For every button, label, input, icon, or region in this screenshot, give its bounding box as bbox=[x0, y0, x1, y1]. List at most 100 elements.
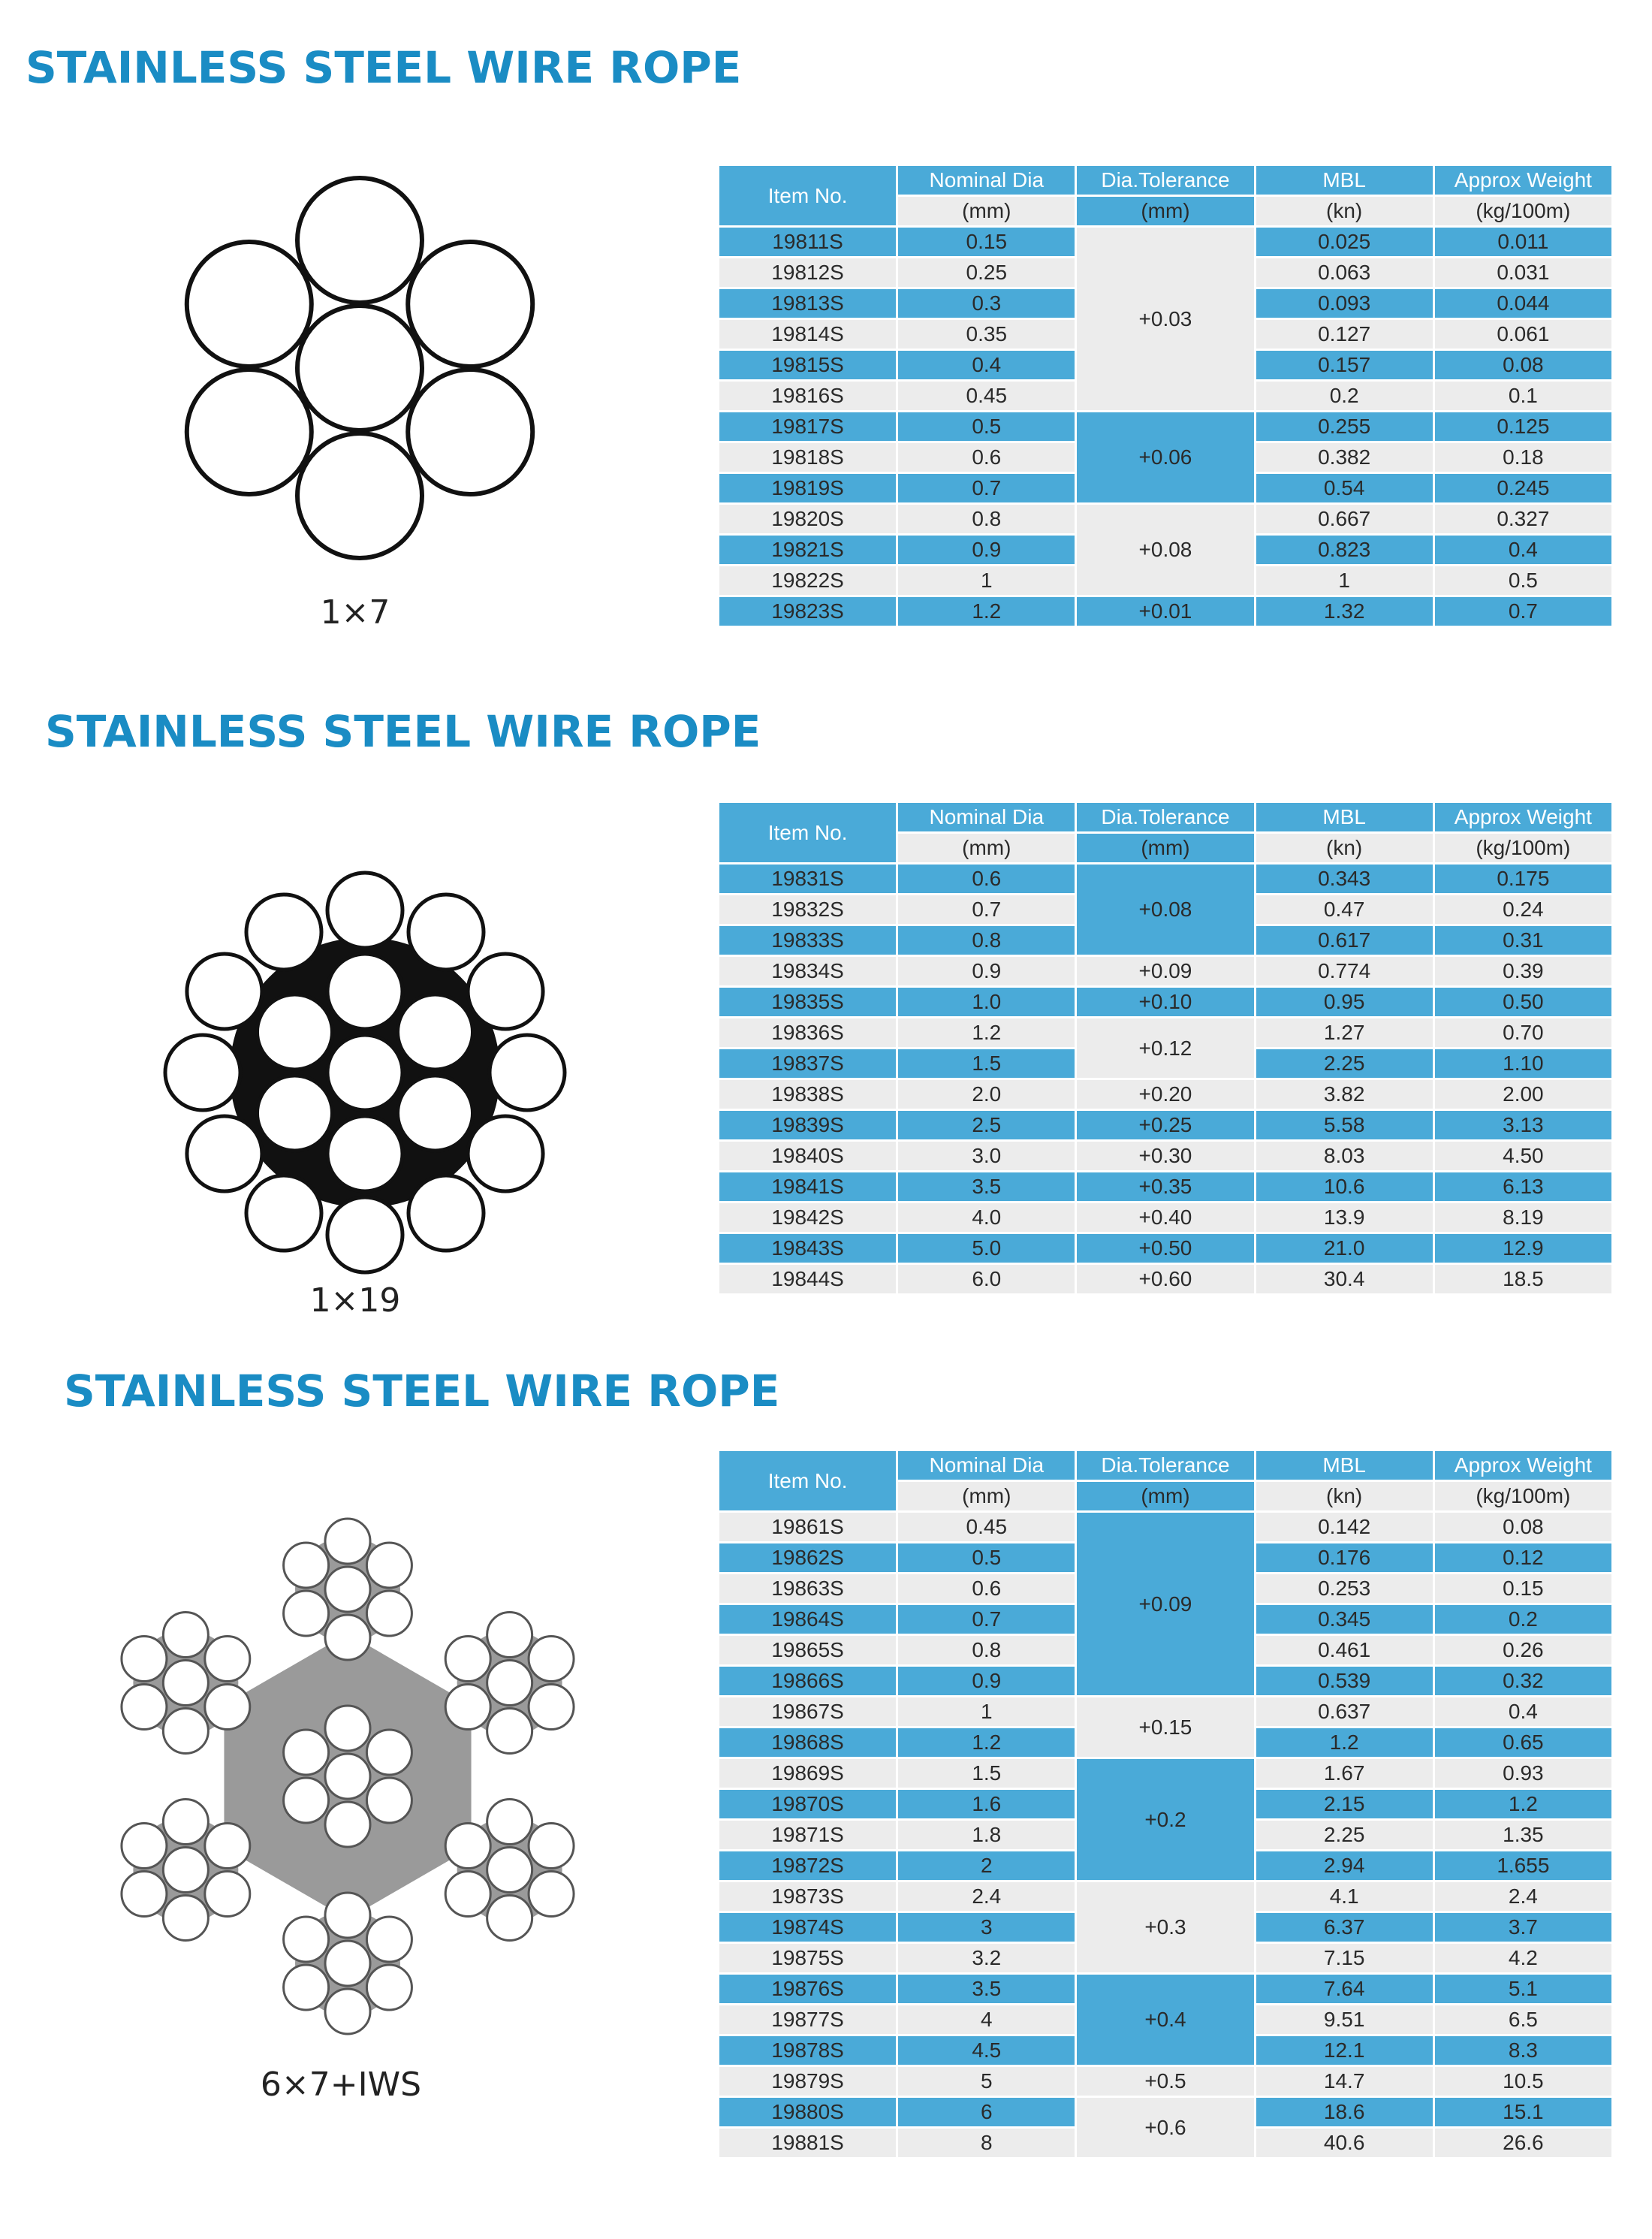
table-row: Item No. Nominal Dia Dia.Tolerance MBL Appro… bbox=[719, 1451, 1611, 1510]
table-cell: 6 bbox=[898, 2098, 1075, 2126]
wire bbox=[466, 1114, 545, 1193]
table-cell: 0.15 bbox=[898, 228, 1075, 256]
table-cell: +0.3 bbox=[1077, 1882, 1254, 1972]
table-row: 19865S 0.8 0.461 0.26 bbox=[719, 1636, 1611, 1664]
table-cell: 0.6 bbox=[898, 443, 1075, 472]
table-cell: 7.15 bbox=[1256, 1944, 1433, 1972]
table-row: 19813S 0.3 0.093 0.044 bbox=[719, 289, 1611, 318]
wire bbox=[185, 1114, 264, 1193]
table-row: 19822S 1 1 0.5 bbox=[719, 566, 1611, 595]
table-cell: (kg/100m) bbox=[1434, 834, 1611, 862]
wire bbox=[161, 1798, 210, 1845]
table-row: 19862S 0.5 0.176 0.12 bbox=[719, 1543, 1611, 1572]
table-cell: 0.35 bbox=[898, 320, 1075, 349]
table-cell: +0.08 bbox=[1077, 865, 1254, 955]
table-cell: +0.25 bbox=[1077, 1111, 1254, 1139]
table-cell: 9.51 bbox=[1256, 2005, 1433, 2034]
spec-table: Item No. Nominal Dia Dia.Tolerance MBL Appro… bbox=[717, 1449, 1614, 2159]
table-cell: 19814S bbox=[719, 320, 897, 349]
table-cell: 0.5 bbox=[898, 412, 1075, 441]
table-row: 19814S 0.35 0.127 0.061 bbox=[719, 320, 1611, 349]
wire bbox=[120, 1822, 168, 1869]
table-cell: 0.255 bbox=[1256, 412, 1433, 441]
table-cell: 1.0 bbox=[898, 988, 1075, 1016]
table-cell: 4 bbox=[898, 2005, 1075, 2034]
table-cell: 14.7 bbox=[1256, 2067, 1433, 2096]
table-cell: 19834S bbox=[719, 957, 897, 985]
table-cell: 1 bbox=[898, 1697, 1075, 1726]
table-cell: 0.95 bbox=[1256, 988, 1433, 1016]
table-cell: 19879S bbox=[719, 2067, 897, 2096]
table-cell: 1.2 bbox=[1434, 1790, 1611, 1818]
section-title: STAINLESS STEEL WIRE ROPE bbox=[26, 42, 742, 93]
table-cell: (kn) bbox=[1256, 1482, 1433, 1510]
table-cell: 1.2 bbox=[1256, 1728, 1433, 1757]
table-cell: +0.10 bbox=[1077, 988, 1254, 1016]
table-cell: 0.127 bbox=[1256, 320, 1433, 349]
table-cell: 19815S bbox=[719, 351, 897, 379]
wire bbox=[324, 1704, 372, 1752]
table-cell: 19868S bbox=[719, 1728, 897, 1757]
table-cell: (mm) bbox=[1077, 197, 1254, 225]
table-cell: (kg/100m) bbox=[1434, 197, 1611, 225]
table-cell: 0.667 bbox=[1256, 505, 1433, 533]
table-cell: 26.6 bbox=[1434, 2129, 1611, 2157]
table-cell: Dia.Tolerance bbox=[1077, 166, 1254, 195]
table-cell: 19842S bbox=[719, 1203, 897, 1232]
table-cell: +0.20 bbox=[1077, 1080, 1254, 1109]
table-row: 19877S 4 9.51 6.5 bbox=[719, 2005, 1611, 2034]
table-cell: 6.0 bbox=[898, 1265, 1075, 1293]
table-row: 19842S 4.0 +0.40 13.9 8.19 bbox=[719, 1203, 1611, 1232]
wire bbox=[324, 1987, 372, 2035]
table-cell: 8 bbox=[898, 2129, 1075, 2157]
table-cell: +0.40 bbox=[1077, 1203, 1254, 1232]
table-cell: 1.2 bbox=[898, 1728, 1075, 1757]
wire bbox=[203, 1870, 252, 1918]
table-cell: 19818S bbox=[719, 443, 897, 472]
table-cell: 3.5 bbox=[898, 1975, 1075, 2003]
table-cell: 0.382 bbox=[1256, 443, 1433, 472]
table-cell: 19865S bbox=[719, 1636, 897, 1664]
table-cell: 19880S bbox=[719, 2098, 897, 2126]
table-cell: 18.6 bbox=[1256, 2098, 1433, 2126]
table-cell: +0.09 bbox=[1077, 957, 1254, 985]
table-cell: 0.9 bbox=[898, 1667, 1075, 1695]
table-cell: 5 bbox=[898, 2067, 1075, 2096]
table-cell: 0.7 bbox=[898, 895, 1075, 924]
wire bbox=[396, 992, 475, 1072]
table-cell: 21.0 bbox=[1256, 1234, 1433, 1263]
table-cell: 12.9 bbox=[1434, 1234, 1611, 1263]
wire bbox=[282, 1589, 330, 1637]
table-cell: 19867S bbox=[719, 1697, 897, 1726]
wire bbox=[324, 1891, 372, 1939]
table-row: Item No. Nominal Dia Dia.Tolerance MBL Appro… bbox=[719, 166, 1611, 225]
table-cell: 19843S bbox=[719, 1234, 897, 1263]
table-cell: 19822S bbox=[719, 566, 897, 595]
wire bbox=[324, 1613, 372, 1661]
wire bbox=[161, 1707, 210, 1755]
table-cell: Item No. bbox=[719, 166, 897, 225]
table-cell: 0.774 bbox=[1256, 957, 1433, 985]
table-cell: 4.50 bbox=[1434, 1142, 1611, 1170]
table-cell: Nominal Dia bbox=[898, 1451, 1075, 1480]
wire bbox=[244, 892, 324, 972]
table-cell: 0.345 bbox=[1256, 1605, 1433, 1634]
table-row: 19839S 2.5 +0.25 5.58 3.13 bbox=[719, 1111, 1611, 1139]
table-cell: 0.327 bbox=[1434, 505, 1611, 533]
wire bbox=[406, 1173, 486, 1253]
table-row: (mm) (mm) (kn) (kg/100m) bbox=[719, 197, 1611, 225]
table-cell: 0.4 bbox=[1434, 1697, 1611, 1726]
table-row: 19875S 3.2 7.15 4.2 bbox=[719, 1944, 1611, 1972]
diagram-label: 1×7 bbox=[321, 593, 390, 632]
wire bbox=[163, 1033, 243, 1112]
table-row: 19880S 6 +0.6 18.6 15.1 bbox=[719, 2098, 1611, 2157]
table-row: 19823S 1.2 +0.01 1.32 0.7 bbox=[719, 597, 1611, 626]
table-cell: 0.063 bbox=[1256, 258, 1433, 287]
table-cell: 19819S bbox=[719, 474, 897, 502]
table-cell: 19832S bbox=[719, 895, 897, 924]
wire bbox=[184, 367, 314, 496]
wire bbox=[486, 1659, 534, 1706]
table-cell: 2.94 bbox=[1256, 1851, 1433, 1880]
table-cell: 6.5 bbox=[1434, 2005, 1611, 2034]
